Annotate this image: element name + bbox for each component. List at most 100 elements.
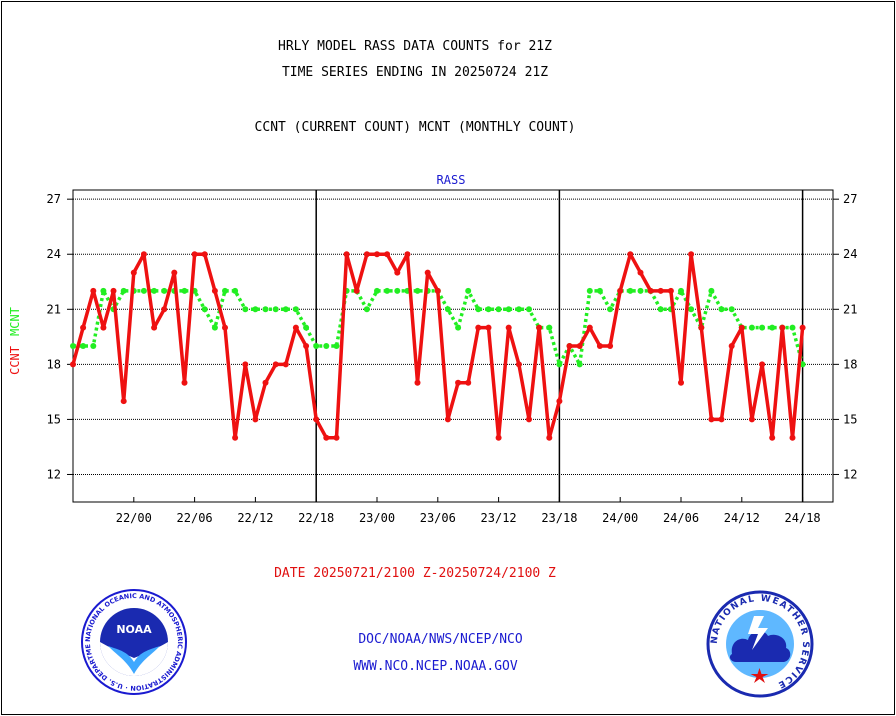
data-point-ccnt xyxy=(607,343,614,349)
data-point-mcnt xyxy=(120,287,127,294)
nws-logo: NATIONAL WEATHER SERVICE xyxy=(706,590,814,698)
data-point-mcnt xyxy=(70,343,76,349)
data-point-ccnt xyxy=(769,434,776,441)
y-tick-label-left: 21 xyxy=(47,302,61,316)
data-point-ccnt xyxy=(678,379,684,386)
data-point-mcnt xyxy=(546,324,553,331)
data-point-ccnt xyxy=(536,324,543,331)
data-point-mcnt xyxy=(140,287,147,294)
data-point-ccnt xyxy=(455,379,462,386)
y-tick-layer: 12 12 15 15 18 18 21 21 24 24 27 27 xyxy=(47,192,858,481)
data-point-ccnt xyxy=(313,416,320,423)
data-point-ccnt xyxy=(586,324,593,331)
data-point-ccnt xyxy=(404,251,411,258)
data-point-ccnt xyxy=(576,343,583,349)
y-tick-label-left: 12 xyxy=(47,467,61,481)
data-point-ccnt xyxy=(738,324,745,331)
data-point-ccnt xyxy=(272,361,279,368)
series-line-ccnt xyxy=(71,252,805,440)
data-point-mcnt xyxy=(657,306,664,313)
data-point-mcnt xyxy=(556,361,563,368)
noaa-logo: NATIONAL OCEANIC AND ATMOSPHERIC ADMINIS… xyxy=(80,588,187,695)
data-point-mcnt xyxy=(485,306,492,313)
data-point-ccnt xyxy=(394,269,401,276)
data-point-mcnt xyxy=(384,287,391,294)
data-point-ccnt xyxy=(728,343,735,349)
data-point-mcnt xyxy=(222,287,228,294)
data-point-ccnt xyxy=(424,269,431,276)
y-tick-label-left: 27 xyxy=(47,192,61,206)
data-point-ccnt xyxy=(384,251,391,258)
x-tick-label: 23/12 xyxy=(481,511,517,525)
data-point-ccnt xyxy=(303,343,310,349)
data-point-ccnt xyxy=(434,287,441,294)
data-point-ccnt xyxy=(130,269,137,276)
data-point-ccnt xyxy=(282,361,289,368)
data-point-ccnt xyxy=(191,251,198,258)
x-tick-label: 22/06 xyxy=(177,511,213,525)
y-tick-label-right: 27 xyxy=(843,192,857,206)
data-point-mcnt xyxy=(323,343,330,349)
data-point-ccnt xyxy=(181,379,188,386)
data-point-mcnt xyxy=(252,306,259,313)
chart-title-line-1: HRLY MODEL RASS DATA COUNTS for 21Z xyxy=(278,39,552,54)
data-point-mcnt xyxy=(80,343,87,349)
data-point-mcnt xyxy=(688,306,695,313)
data-point-ccnt xyxy=(789,434,796,441)
data-point-ccnt xyxy=(100,324,107,331)
data-point-ccnt xyxy=(566,343,573,349)
data-point-mcnt xyxy=(262,306,269,313)
data-point-ccnt xyxy=(657,287,664,294)
data-point-ccnt xyxy=(232,434,239,441)
data-point-ccnt xyxy=(708,416,715,423)
data-point-mcnt xyxy=(526,306,532,313)
data-point-ccnt xyxy=(110,287,117,294)
data-point-ccnt xyxy=(140,251,147,258)
rass-time-series-chart: 12 12 15 15 18 18 21 21 24 24 27 27 22/00 22/06 22/12… xyxy=(8,173,858,525)
data-point-ccnt xyxy=(333,434,340,441)
data-point-ccnt xyxy=(667,287,674,294)
data-point-mcnt xyxy=(100,287,107,294)
data-point-ccnt xyxy=(505,324,512,331)
data-point-ccnt xyxy=(759,361,766,368)
data-point-ccnt xyxy=(485,324,492,331)
data-point-mcnt xyxy=(211,324,218,331)
data-point-ccnt xyxy=(211,287,218,294)
data-point-ccnt xyxy=(688,251,695,258)
series-ccnt xyxy=(70,251,806,441)
data-point-mcnt xyxy=(789,324,796,331)
data-point-ccnt xyxy=(698,324,705,331)
y-tick-label-right: 24 xyxy=(843,247,857,261)
series-layer xyxy=(70,251,806,441)
data-point-ccnt xyxy=(343,251,350,258)
y-tick-label-left: 15 xyxy=(47,412,61,426)
data-point-ccnt xyxy=(799,324,806,331)
y-tick-label-left: 18 xyxy=(47,357,61,371)
data-point-mcnt xyxy=(242,306,249,313)
data-point-ccnt xyxy=(414,379,421,386)
data-point-ccnt xyxy=(80,324,87,331)
data-point-mcnt xyxy=(748,324,755,331)
data-point-ccnt xyxy=(242,361,249,368)
data-point-ccnt xyxy=(617,287,624,294)
data-point-ccnt xyxy=(779,324,786,331)
data-point-ccnt xyxy=(515,361,522,368)
y-tick-label-right: 15 xyxy=(843,412,857,426)
data-point-mcnt xyxy=(596,287,603,294)
data-point-mcnt xyxy=(759,324,766,331)
website-url-label: WWW.NCO.NCEP.NOAA.GOV xyxy=(353,659,518,674)
data-point-ccnt xyxy=(526,416,532,423)
data-point-mcnt xyxy=(201,306,208,313)
data-point-mcnt xyxy=(181,287,188,294)
data-point-ccnt xyxy=(90,287,97,294)
x-tick-label: 22/12 xyxy=(237,511,273,525)
x-tick-layer: 22/00 22/06 22/12 22/18 23/00 23/06 23/12 23/18… xyxy=(116,497,821,525)
data-point-ccnt xyxy=(353,287,360,294)
data-point-mcnt xyxy=(444,306,451,313)
x-tick-label: 23/18 xyxy=(541,511,577,525)
data-point-ccnt xyxy=(262,379,269,386)
data-point-mcnt xyxy=(363,306,370,313)
chart-title-line-3: CCNT (CURRENT COUNT) MCNT (MONTHLY COUNT… xyxy=(254,120,576,135)
